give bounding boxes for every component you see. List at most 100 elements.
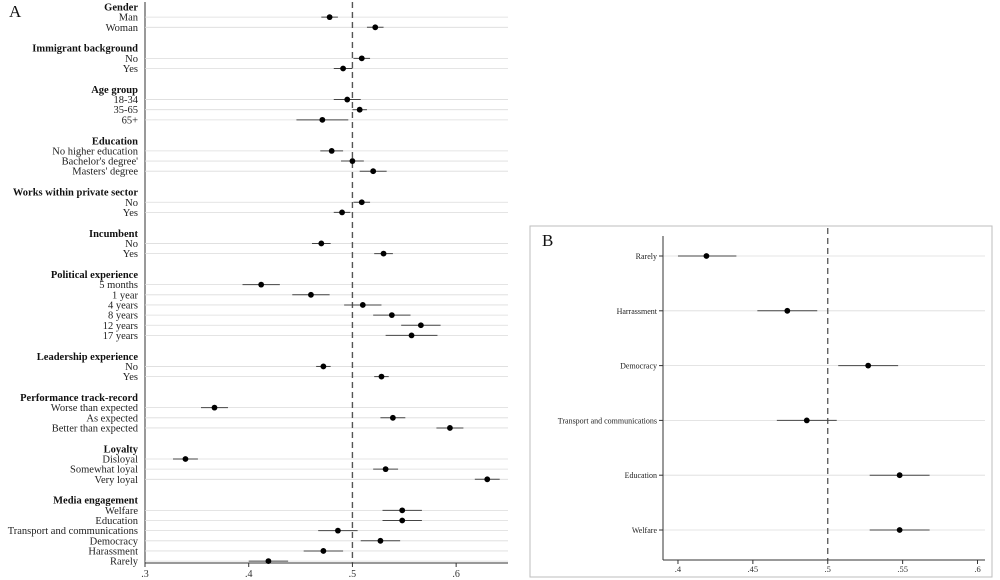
estimate-point xyxy=(318,240,325,247)
group-label-performance-track-record: Performance track-record xyxy=(20,393,138,404)
panel-a-x-axis: .3 .4 .5 .6 xyxy=(141,563,460,580)
estimate-point xyxy=(447,425,453,431)
group-label-political-experience: Political experience xyxy=(51,270,139,281)
row-label-media-engagement-transport-and-communications: Transport and communications xyxy=(8,526,138,537)
estimate-point xyxy=(378,373,385,380)
row-label-performance-track-record-as-expected: As expected xyxy=(86,413,138,424)
row-label-political-experience-17-years: 17 years xyxy=(103,331,138,342)
row-label-rarely: Rarely xyxy=(636,252,657,261)
row-label-education-bachelor-s-degree: Bachelor's degree' xyxy=(62,157,138,168)
group-label-loyalty: Loyalty xyxy=(104,444,139,455)
estimate-point xyxy=(803,417,810,424)
row-label-welfare: Welfare xyxy=(632,526,658,535)
group-label-gender: Gender xyxy=(104,3,138,14)
estimate-point xyxy=(359,302,366,308)
estimate-point xyxy=(372,24,379,31)
estimate-point xyxy=(326,14,333,21)
group-label-media-engagement: Media engagement xyxy=(53,496,138,507)
estimate-point xyxy=(370,168,377,175)
x-tick-label: .5 xyxy=(349,569,357,580)
estimate-point xyxy=(896,527,903,533)
estimate-point xyxy=(784,307,791,314)
estimate-point xyxy=(211,404,218,411)
panel-b-letter: B xyxy=(542,231,553,250)
row-label-works-within-private-sector-yes: Yes xyxy=(123,208,138,219)
estimate-point xyxy=(388,312,395,318)
row-label-immigrant-background-no: No xyxy=(125,54,138,65)
panel-b-border xyxy=(529,225,993,578)
estimate-point xyxy=(328,148,335,154)
row-label-loyalty-somewhat-loyal: Somewhat loyal xyxy=(70,465,138,476)
row-label-democracy: Democracy xyxy=(620,362,657,371)
row-label-harrassment: Harrassment xyxy=(617,307,658,316)
x-tick-label: .3 xyxy=(141,569,149,580)
panel-a-frame xyxy=(144,2,508,564)
x-tick-label: .6 xyxy=(452,569,460,580)
row-label-age-group-18-34: 18-34 xyxy=(114,95,139,106)
row-label-media-engagement-democracy: Democracy xyxy=(90,536,139,547)
row-label-immigrant-background-yes: Yes xyxy=(123,64,138,75)
row-label-media-engagement-rarely: Rarely xyxy=(110,557,139,568)
row-label-media-engagement-harassment: Harassment xyxy=(88,546,138,557)
panel-a-letter: A xyxy=(9,2,22,21)
estimate-point xyxy=(258,281,265,288)
estimate-point xyxy=(399,507,406,514)
row-label-gender-woman: Woman xyxy=(106,23,139,34)
row-label-media-engagement-welfare: Welfare xyxy=(105,506,138,517)
estimate-point xyxy=(408,332,415,339)
group-label-incumbent: Incumbent xyxy=(89,229,139,240)
row-label-incumbent-yes: Yes xyxy=(123,249,138,260)
x-tick-label: .5 xyxy=(825,564,831,574)
x-tick-label: .45 xyxy=(748,564,759,574)
estimate-point xyxy=(399,517,406,524)
estimate-point xyxy=(344,96,351,103)
row-label-education-masters-degree: Masters' degree xyxy=(72,167,138,178)
row-label-leadership-experience-yes: Yes xyxy=(123,372,138,383)
estimate-point xyxy=(377,537,384,544)
group-label-works-within-private-sector: Works within private sector xyxy=(13,188,138,199)
row-label-age-group-65: 65+ xyxy=(122,115,139,126)
group-label-leadership-experience: Leadership experience xyxy=(37,352,139,363)
group-label-education: Education xyxy=(92,136,138,147)
row-label-political-experience-1-year: 1 year xyxy=(112,290,138,301)
row-label-political-experience-12-years: 12 years xyxy=(103,321,138,332)
panel-b-estimates xyxy=(677,253,930,533)
estimate-point xyxy=(417,322,424,329)
row-label-performance-track-record-worse-than-expected: Worse than expected xyxy=(51,403,139,414)
row-label-political-experience-5-months: 5 months xyxy=(99,280,138,291)
x-tick-label: .4 xyxy=(675,564,682,574)
estimate-point xyxy=(389,414,396,421)
x-tick-label: .55 xyxy=(897,564,908,574)
row-label-works-within-private-sector-no: No xyxy=(125,198,138,209)
row-label-incumbent-no: No xyxy=(125,239,138,250)
panel-b-gridlines xyxy=(663,255,985,531)
estimate-point xyxy=(349,158,356,164)
estimate-point xyxy=(320,363,327,370)
estimate-point xyxy=(356,106,363,113)
estimate-point xyxy=(335,527,341,534)
estimate-point xyxy=(339,209,345,216)
estimate-point xyxy=(358,55,365,62)
estimate-point xyxy=(319,116,326,123)
estimate-point xyxy=(484,476,491,483)
estimate-point xyxy=(320,548,327,554)
estimate-point xyxy=(865,362,872,369)
estimate-point xyxy=(380,250,387,257)
row-label-loyalty-very-loyal: Very loyal xyxy=(95,475,139,486)
x-tick-label: .6 xyxy=(974,564,980,574)
estimate-point xyxy=(896,472,903,479)
estimate-point xyxy=(358,199,365,206)
row-label-education-no-higher-education: No higher education xyxy=(52,146,138,157)
row-label-media-engagement-education: Education xyxy=(95,516,138,527)
row-label-education: Education xyxy=(625,471,657,480)
row-label-transport-and-communications: Transport and communications xyxy=(558,416,657,425)
row-label-age-group-35-65: 35-65 xyxy=(114,105,139,116)
group-label-age-group: Age group xyxy=(91,85,138,96)
row-label-political-experience-8-years: 8 years xyxy=(108,311,138,322)
panel-b-row-labels: Rarely Harrassment Democracy Transport and … xyxy=(558,252,658,535)
row-label-leadership-experience-no: No xyxy=(125,362,138,373)
panel-a-gridlines xyxy=(145,16,508,562)
